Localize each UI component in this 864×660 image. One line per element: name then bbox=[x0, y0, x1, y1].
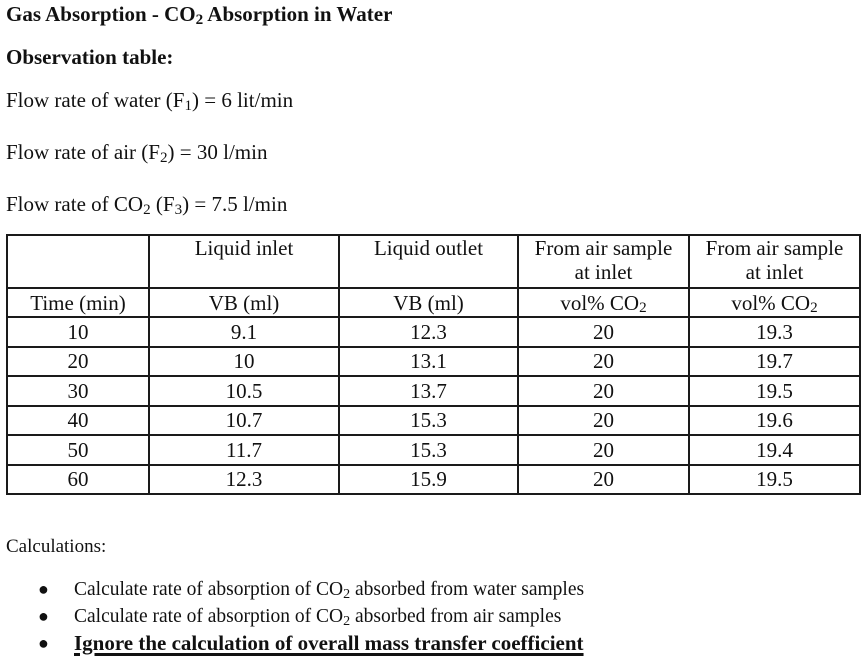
param-subscript: 2 bbox=[143, 201, 151, 218]
item-text-suffix: absorbed from water samples bbox=[350, 579, 585, 600]
item-text-underlined: Ignore the calculation of overall mass t… bbox=[74, 631, 584, 655]
param-text-suffix: ) = 6 lit/min bbox=[192, 88, 294, 112]
cell-vb-outlet: 13.1 bbox=[338, 345, 519, 377]
title-subscript: 2 bbox=[195, 11, 204, 28]
param-text: Flow rate of air (F bbox=[6, 140, 160, 164]
title-text-suffix: Absorption in Water bbox=[203, 2, 393, 26]
list-item-emphasized: ● Ignore the calculation of overall mass… bbox=[0, 630, 584, 657]
cell-vol-co2-1: 20 bbox=[517, 375, 690, 407]
bullet-icon: ● bbox=[38, 633, 49, 653]
cell-time: 40 bbox=[6, 404, 150, 436]
cell-time: 60 bbox=[6, 463, 150, 495]
cell-vol-co2-2: 19.5 bbox=[688, 375, 861, 407]
param-subscript: 2 bbox=[159, 149, 168, 166]
param-air-flow: Flow rate of air (F2) = 30 l/min bbox=[6, 139, 267, 165]
bullet-icon: ● bbox=[38, 606, 49, 626]
item-text: Calculate rate of absorption of CO bbox=[74, 579, 344, 600]
cell-vol-co2-1: 20 bbox=[517, 345, 690, 377]
bullet-icon: ● bbox=[38, 579, 49, 599]
title-text: Gas Absorption - CO bbox=[6, 2, 196, 26]
cell-vol-co2-2: 19.4 bbox=[688, 434, 861, 466]
param-water-flow: Flow rate of water (F1) = 6 lit/min bbox=[6, 87, 293, 113]
param-text: Flow rate of water (F bbox=[6, 88, 185, 112]
cell-time: 30 bbox=[6, 375, 150, 407]
table-row: 10 9.1 12.3 20 19.3 bbox=[6, 316, 861, 348]
cell-vb-inlet: 10 bbox=[148, 345, 340, 377]
param-subscript: 1 bbox=[184, 97, 193, 114]
cell-vol-co2-2: 19.5 bbox=[688, 463, 861, 495]
cell-vol-co2-1: 20 bbox=[517, 316, 690, 348]
header-cell-vol-co2-2: vol% CO2 bbox=[688, 287, 861, 318]
header-line: From air sample bbox=[534, 236, 673, 260]
param-co2-flow: Flow rate of CO2 (F3) = 7.5 l/min bbox=[6, 191, 287, 217]
observation-table: Liquid inlet Liquid outlet From air samp… bbox=[6, 234, 861, 495]
cell-vol-co2-2: 19.3 bbox=[688, 316, 861, 348]
header-cell-liquid-inlet: Liquid inlet bbox=[148, 234, 340, 289]
cell-vol-co2-1: 20 bbox=[517, 463, 690, 495]
calculations-label: Calculations: bbox=[6, 536, 107, 557]
table-row: 50 11.7 15.3 20 19.4 bbox=[6, 434, 861, 466]
cell-vb-inlet: 12.3 bbox=[148, 463, 340, 495]
cell-vol-co2-2: 19.6 bbox=[688, 404, 861, 436]
item-subscript: 2 bbox=[343, 585, 351, 602]
table-units-row: Time (min) VB (ml) VB (ml) vol% CO2 vol%… bbox=[6, 287, 861, 318]
cell-vb-inlet: 10.5 bbox=[148, 375, 340, 407]
cell-vb-inlet: 10.7 bbox=[148, 404, 340, 436]
table-row: 40 10.7 15.3 20 19.6 bbox=[6, 404, 861, 436]
header-cell-vb-inlet: VB (ml) bbox=[148, 287, 340, 318]
header-cell-vb-outlet: VB (ml) bbox=[338, 287, 519, 318]
cell-vb-outlet: 13.7 bbox=[338, 375, 519, 407]
header-line: at inlet bbox=[745, 260, 804, 284]
header-cell-air-sample-2: From air sample at inlet bbox=[688, 234, 861, 289]
header-cell-empty bbox=[6, 234, 150, 289]
item-text-suffix: absorbed from air samples bbox=[350, 606, 562, 627]
cell-vb-outlet: 15.9 bbox=[338, 463, 519, 495]
header-cell-time: Time (min) bbox=[6, 287, 150, 318]
item-text: Calculate rate of absorption of CO bbox=[74, 606, 344, 627]
header-subscript: 2 bbox=[810, 300, 818, 317]
list-item: ● Calculate rate of absorption of CO2 ab… bbox=[0, 603, 584, 630]
cell-vb-outlet: 15.3 bbox=[338, 404, 519, 436]
cell-vb-outlet: 12.3 bbox=[338, 316, 519, 348]
cell-vb-inlet: 11.7 bbox=[148, 434, 340, 466]
header-cell-air-sample-1: From air sample at inlet bbox=[517, 234, 690, 289]
item-subscript: 2 bbox=[343, 612, 351, 629]
cell-vb-outlet: 15.3 bbox=[338, 434, 519, 466]
cell-time: 10 bbox=[6, 316, 150, 348]
param-text-suffix: ) = 7.5 l/min bbox=[182, 192, 288, 216]
section-heading-observation: Observation table: bbox=[6, 45, 174, 69]
header-cell-liquid-outlet: Liquid outlet bbox=[338, 234, 519, 289]
document-title: Gas Absorption - CO2 Absorption in Water bbox=[6, 1, 392, 27]
header-subscript: 2 bbox=[639, 300, 647, 317]
cell-time: 50 bbox=[6, 434, 150, 466]
param-text: Flow rate of CO bbox=[6, 192, 144, 216]
header-text: vol% CO bbox=[560, 290, 640, 315]
header-cell-vol-co2-1: vol% CO2 bbox=[517, 287, 690, 318]
calculations-list: ● Calculate rate of absorption of CO2 ab… bbox=[0, 576, 584, 657]
cell-time: 20 bbox=[6, 345, 150, 377]
list-item: ● Calculate rate of absorption of CO2 ab… bbox=[0, 576, 584, 603]
cell-vb-inlet: 9.1 bbox=[148, 316, 340, 348]
header-text: vol% CO bbox=[731, 290, 811, 315]
param-text-suffix: ) = 30 l/min bbox=[167, 140, 268, 164]
cell-vol-co2-1: 20 bbox=[517, 404, 690, 436]
cell-vol-co2-1: 20 bbox=[517, 434, 690, 466]
param-text-mid: (F bbox=[150, 192, 175, 216]
header-line: at inlet bbox=[574, 260, 633, 284]
table-header-row: Liquid inlet Liquid outlet From air samp… bbox=[6, 234, 861, 289]
table-row: 60 12.3 15.9 20 19.5 bbox=[6, 463, 861, 495]
cell-vol-co2-2: 19.7 bbox=[688, 345, 861, 377]
header-line: From air sample bbox=[705, 236, 844, 260]
param-subscript-2: 3 bbox=[174, 201, 183, 218]
table-row: 30 10.5 13.7 20 19.5 bbox=[6, 375, 861, 407]
table-row: 20 10 13.1 20 19.7 bbox=[6, 345, 861, 377]
